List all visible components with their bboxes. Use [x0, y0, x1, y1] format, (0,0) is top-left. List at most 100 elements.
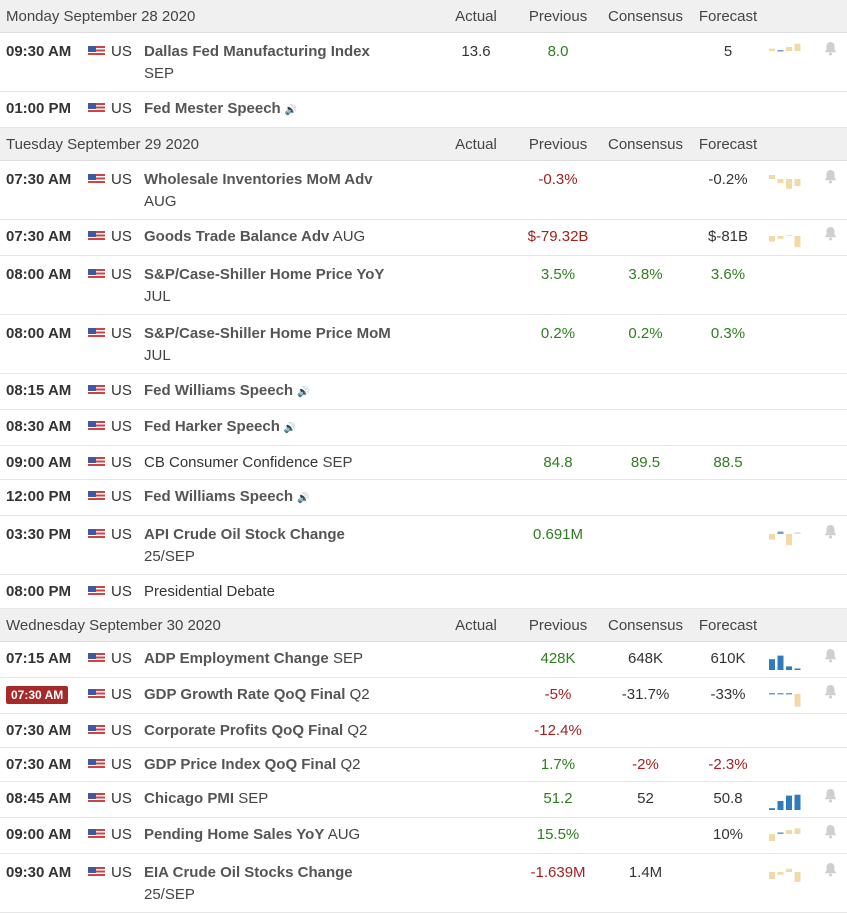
event-name-cell[interactable]: Dallas Fed Manufacturing Index SEP: [144, 32, 440, 92]
bell-icon[interactable]: [824, 685, 837, 703]
event-row[interactable]: 07:15 AM US ADP Employment Change SEP 428K 6…: [0, 641, 847, 678]
consensus-value: 52: [637, 790, 654, 807]
mini-chart[interactable]: [768, 43, 802, 65]
event-row[interactable]: 07:30 AM US GDP Price Index QoQ Final Q2 1.…: [0, 747, 847, 782]
event-row[interactable]: 08:15 AM US Fed Williams Speech 🔊: [0, 373, 847, 410]
bell-icon[interactable]: [824, 42, 837, 60]
event-name[interactable]: S&P/Case-Shiller Home Price MoM: [144, 325, 391, 342]
bell-icon[interactable]: [824, 825, 837, 843]
event-time: 08:00 AM: [6, 266, 72, 283]
bell-icon[interactable]: [824, 789, 837, 807]
mini-chart[interactable]: [768, 686, 802, 708]
event-name[interactable]: Presidential Debate: [144, 583, 275, 600]
event-forecast: 5: [688, 32, 769, 92]
event-name-cell[interactable]: S&P/Case-Shiller Home Price YoY JUL: [144, 255, 440, 315]
event-row[interactable]: 08:00 AM US S&P/Case-Shiller Home Price Yo…: [0, 255, 847, 315]
speaker-icon[interactable]: 🔊: [283, 423, 297, 434]
mini-chart[interactable]: [768, 790, 802, 812]
event-name-cell[interactable]: Wholesale Inventories MoM Adv AUG: [144, 160, 440, 220]
event-row[interactable]: 08:30 AM US Fed Harker Speech 🔊: [0, 409, 847, 446]
event-name[interactable]: GDP Growth Rate QoQ Final: [144, 686, 346, 703]
speaker-icon[interactable]: 🔊: [284, 105, 298, 116]
event-name[interactable]: Pending Home Sales YoY: [144, 826, 325, 843]
mini-chart[interactable]: [768, 826, 802, 848]
mini-chart[interactable]: [768, 650, 802, 672]
event-name-cell[interactable]: ADP Employment Change SEP: [144, 641, 440, 678]
event-name[interactable]: CB Consumer Confidence: [144, 454, 319, 471]
event-row[interactable]: 09:30 AM US Dallas Fed Manufacturing Index…: [0, 32, 847, 92]
event-name[interactable]: EIA Crude Oil Stocks Change: [144, 864, 353, 881]
us-flag-icon: [88, 829, 105, 840]
chart-cell: [768, 91, 825, 128]
alert-cell: [824, 641, 847, 678]
event-name[interactable]: Fed Harker Speech: [144, 418, 280, 435]
chart-bar: [786, 179, 793, 189]
event-name-cell[interactable]: Fed Williams Speech 🔊: [144, 479, 440, 516]
event-row[interactable]: 12:00 PM US Fed Williams Speech 🔊: [0, 479, 847, 516]
event-name[interactable]: GDP Price Index QoQ Final: [144, 756, 337, 773]
bell-icon[interactable]: [824, 649, 837, 667]
event-name[interactable]: API Crude Oil Stock Change: [144, 526, 345, 543]
mini-chart[interactable]: [768, 228, 802, 250]
event-name-cell[interactable]: Pending Home Sales YoY AUG: [144, 817, 440, 854]
event-name[interactable]: Goods Trade Balance Adv: [144, 228, 330, 245]
event-name-cell[interactable]: Fed Mester Speech 🔊: [144, 91, 440, 128]
event-name[interactable]: Fed Williams Speech: [144, 382, 294, 399]
event-name-cell[interactable]: CB Consumer Confidence SEP: [144, 445, 440, 480]
event-row[interactable]: 07:30 AM US GDP Growth Rate QoQ Final Q2 -5…: [0, 677, 847, 714]
alert-cell: [824, 713, 847, 748]
event-name[interactable]: Corporate Profits QoQ Final: [144, 722, 344, 739]
event-name[interactable]: Dallas Fed Manufacturing Index: [144, 43, 370, 60]
event-row[interactable]: 09:00 AM US CB Consumer Confidence SEP 84.8…: [0, 445, 847, 480]
event-time: 07:15 AM: [6, 650, 72, 667]
event-name[interactable]: Fed Mester Speech: [144, 100, 281, 117]
event-name[interactable]: Fed Williams Speech: [144, 488, 294, 505]
bell-icon[interactable]: [824, 170, 837, 188]
event-time-cell: 09:30 AM: [0, 853, 88, 913]
event-time: 07:30 AM: [6, 228, 72, 245]
event-previous: 1.7%: [513, 747, 604, 782]
chart-cell: [768, 574, 825, 609]
event-name-cell[interactable]: Fed Williams Speech 🔊: [144, 373, 440, 410]
event-name-cell[interactable]: S&P/Case-Shiller Home Price MoM JUL: [144, 314, 440, 374]
event-row[interactable]: 09:30 AM US EIA Crude Oil Stocks Change 25/…: [0, 853, 847, 913]
consensus-value: 648K: [627, 650, 664, 667]
event-row[interactable]: 07:30 AM US Wholesale Inventories MoM Adv A…: [0, 160, 847, 220]
event-row[interactable]: 07:30 AM US Corporate Profits QoQ Final Q2…: [0, 713, 847, 748]
event-row[interactable]: 03:30 PM US API Crude Oil Stock Change 25/S…: [0, 515, 847, 575]
event-name[interactable]: S&P/Case-Shiller Home Price YoY: [144, 266, 385, 283]
chart-cell: [768, 817, 825, 854]
mini-chart[interactable]: [768, 526, 802, 548]
chart-bar: [794, 236, 801, 248]
mini-chart[interactable]: [768, 864, 802, 886]
chart-bar: [769, 48, 776, 51]
event-name-cell[interactable]: EIA Crude Oil Stocks Change 25/SEP: [144, 853, 440, 913]
event-name-cell[interactable]: Fed Harker Speech 🔊: [144, 409, 440, 446]
bell-icon[interactable]: [824, 227, 837, 245]
speaker-icon[interactable]: 🔊: [297, 387, 310, 398]
event-row[interactable]: 08:45 AM US Chicago PMI SEP 51.2 52 50.8: [0, 781, 847, 818]
event-name-cell[interactable]: Presidential Debate: [144, 574, 440, 609]
event-row[interactable]: 08:00 AM US S&P/Case-Shiller Home Price Mo…: [0, 314, 847, 374]
event-row[interactable]: 08:00 PM US Presidential Debate: [0, 574, 847, 609]
event-name-cell[interactable]: API Crude Oil Stock Change 25/SEP: [144, 515, 440, 575]
bell-icon[interactable]: [824, 863, 837, 881]
column-header-forecast: Forecast: [688, 0, 769, 33]
event-name[interactable]: ADP Employment Change: [144, 650, 329, 667]
speaker-icon[interactable]: 🔊: [297, 493, 310, 504]
event-name-cell[interactable]: GDP Growth Rate QoQ Final Q2: [144, 677, 440, 714]
country-code: US: [111, 382, 132, 399]
event-name-cell[interactable]: GDP Price Index QoQ Final Q2: [144, 747, 440, 782]
bell-icon[interactable]: [824, 525, 837, 543]
alert-cell: [824, 445, 847, 480]
event-name[interactable]: Chicago PMI: [144, 790, 235, 807]
country-cell: US: [88, 817, 144, 854]
event-name-cell[interactable]: Corporate Profits QoQ Final Q2: [144, 713, 440, 748]
event-name-cell[interactable]: Chicago PMI SEP: [144, 781, 440, 818]
mini-chart[interactable]: [768, 171, 802, 193]
event-row[interactable]: 01:00 PM US Fed Mester Speech 🔊: [0, 91, 847, 128]
event-row[interactable]: 07:30 AM US Goods Trade Balance Adv AUG $-7…: [0, 219, 847, 256]
event-row[interactable]: 09:00 AM US Pending Home Sales YoY AUG 15.5…: [0, 817, 847, 854]
event-name-cell[interactable]: Goods Trade Balance Adv AUG: [144, 219, 440, 256]
event-name[interactable]: Wholesale Inventories MoM Adv: [144, 171, 373, 188]
